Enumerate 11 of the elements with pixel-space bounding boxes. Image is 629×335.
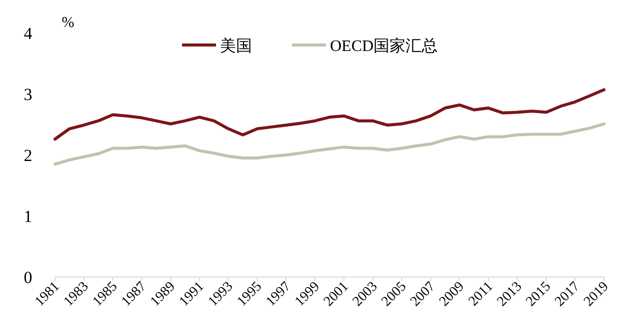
y-tick-label: 0 bbox=[24, 268, 32, 287]
x-tick-label: 2011 bbox=[466, 279, 496, 310]
legend-label: 美国 bbox=[220, 37, 252, 55]
y-tick-label: 1 bbox=[24, 207, 32, 226]
y-tick-label: 3 bbox=[24, 85, 32, 104]
y-tick-label: 2 bbox=[24, 146, 32, 165]
y-tick-label: 4 bbox=[24, 24, 33, 43]
y-axis-title: % bbox=[62, 15, 74, 31]
x-tick-label: 1991 bbox=[176, 279, 208, 310]
legend-label: OECD国家汇总 bbox=[330, 37, 438, 55]
x-tick-label: 1981 bbox=[32, 279, 63, 310]
